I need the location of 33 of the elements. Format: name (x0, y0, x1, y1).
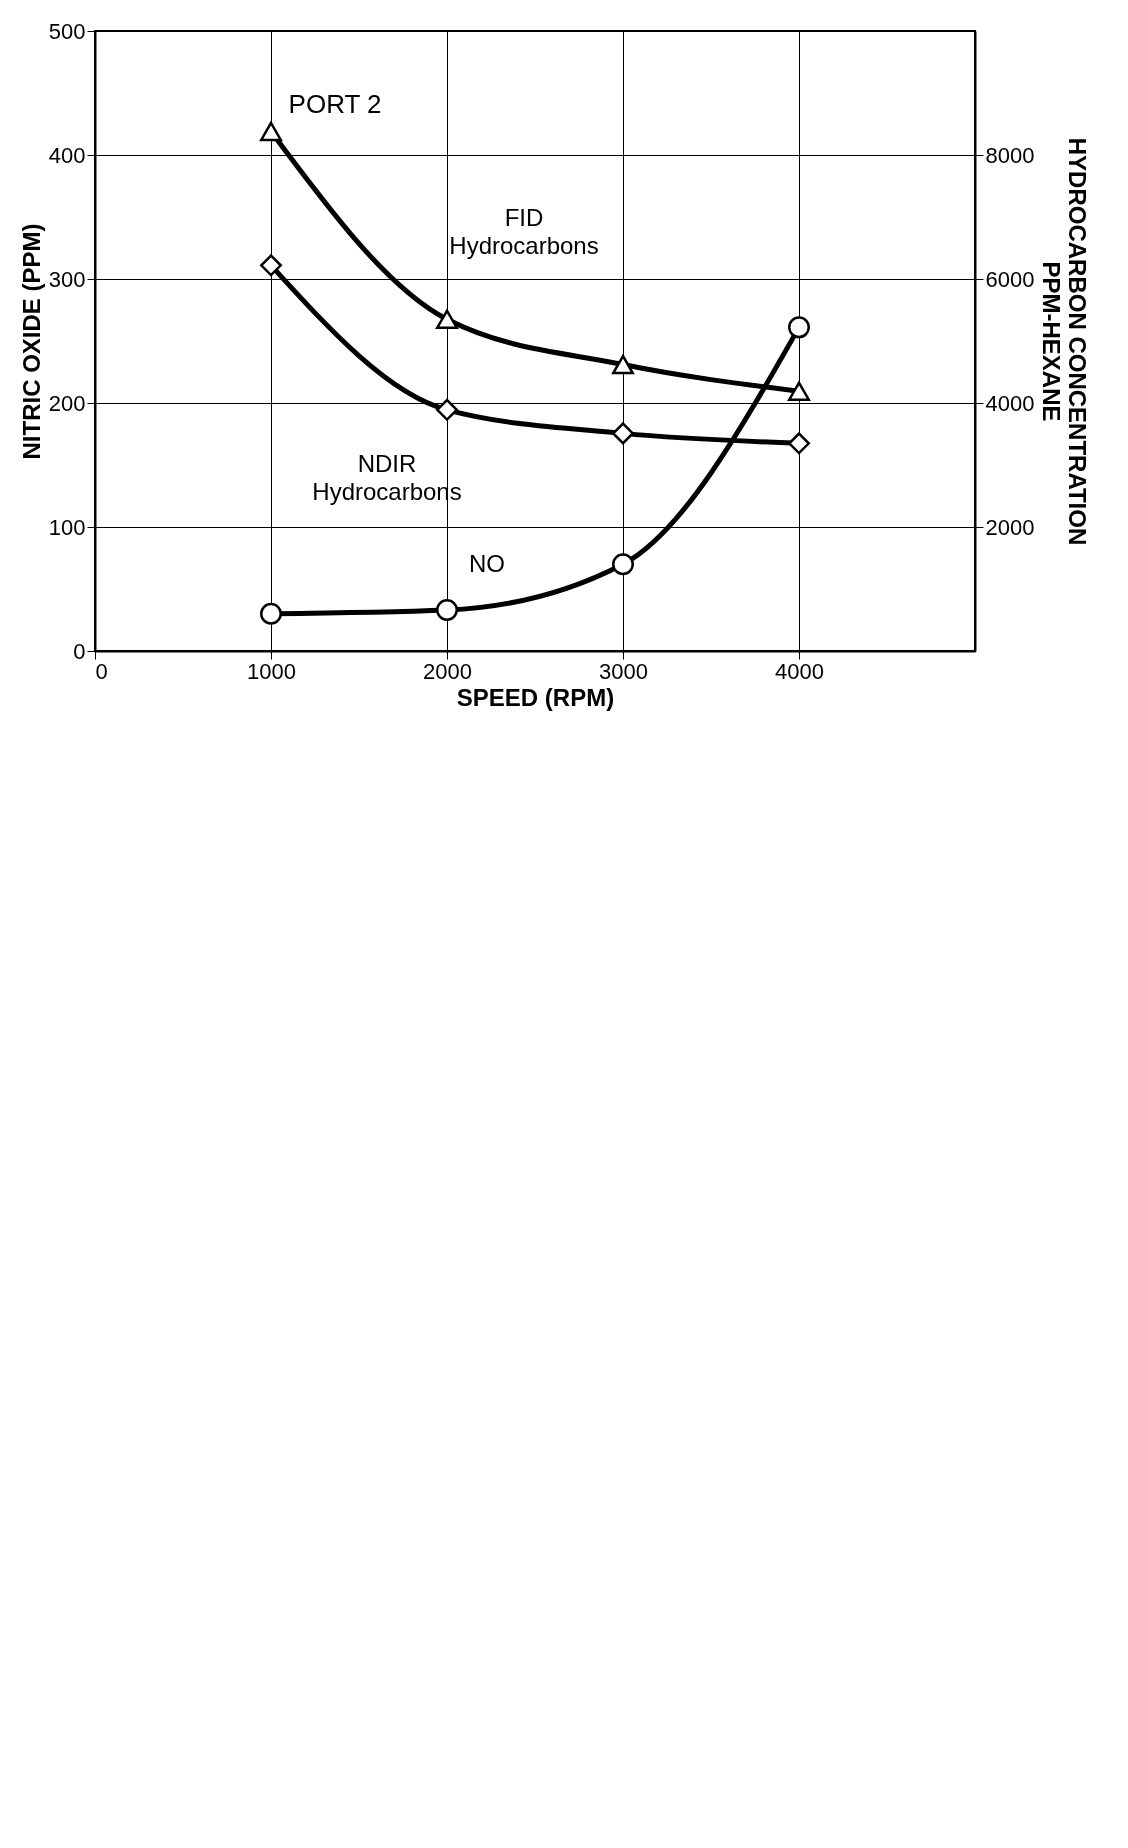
x-tick-label: 4000 (775, 658, 824, 684)
point (436, 599, 458, 622)
y2-tick-label: 6000 (985, 266, 1035, 292)
y-tick-label: 300 (48, 266, 86, 292)
text: FID Hydrocarbons (449, 204, 599, 260)
series-label: NO (469, 550, 505, 578)
point (436, 309, 458, 329)
point (260, 254, 282, 277)
x-tick-label: 2000 (423, 658, 472, 684)
x-tick-label: 3000 (599, 658, 648, 684)
point (436, 398, 458, 421)
point (788, 432, 810, 455)
y2-tick-label: 8000 (985, 142, 1035, 168)
point (612, 553, 634, 576)
y-axis-title: NITRIC OXIDE (PPM) (17, 223, 45, 460)
point (612, 354, 634, 375)
y2-axis-title: HYDROCARBON CONCENTRATION PPM-HEXANE (1038, 137, 1092, 546)
y-tick-label: 100 (48, 514, 86, 540)
y2-tick-label: 2000 (985, 514, 1035, 540)
annotation: PORT 2 (288, 89, 382, 120)
y-tick-label: 200 (48, 390, 86, 416)
point (260, 121, 282, 142)
y-tick-label: 0 (73, 638, 86, 664)
y-tick-label: 500 (48, 18, 86, 44)
x-tick-label: 0 (95, 658, 108, 684)
point (260, 602, 282, 625)
point (788, 381, 810, 401)
x-tick-label: 1000 (247, 658, 296, 684)
point (788, 316, 810, 339)
y-tick-label: 400 (48, 142, 86, 168)
y2-tick-label: 4000 (985, 390, 1035, 416)
x-axis-title: SPEED (RPM) (456, 683, 615, 711)
point (612, 422, 634, 445)
